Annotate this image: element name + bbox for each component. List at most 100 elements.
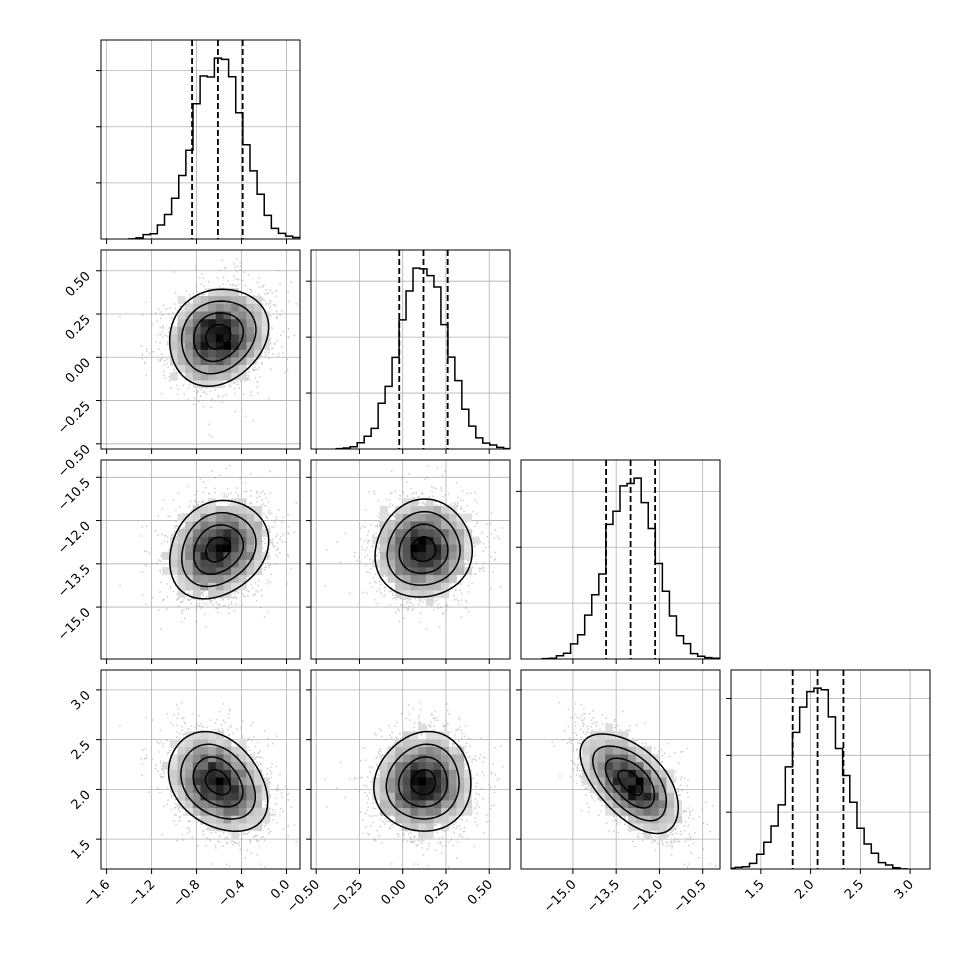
density-cell (658, 800, 667, 809)
density-cell (208, 777, 217, 786)
density-cell (192, 731, 201, 740)
density-cell (208, 536, 217, 545)
density-cell (192, 544, 201, 553)
density-cell (208, 769, 217, 778)
density-cell (643, 830, 652, 839)
density-cell (387, 559, 396, 568)
density-cell (238, 800, 247, 809)
density-cell (177, 349, 186, 358)
density-cell (456, 746, 465, 755)
density-cell (433, 738, 442, 747)
density-cell (208, 559, 217, 568)
density-cell (238, 754, 247, 763)
density-cell (192, 769, 201, 778)
contour-level-0 (204, 768, 232, 796)
density-cell (246, 544, 255, 553)
density-cell (185, 551, 194, 560)
density-cell (215, 551, 224, 560)
density-cell (254, 341, 263, 350)
density-cell (425, 597, 434, 606)
density-cell (433, 544, 442, 553)
density-cell (185, 536, 194, 545)
density-cell (582, 746, 591, 755)
density-cell (418, 777, 427, 786)
density-cell (246, 777, 255, 786)
density-cell (215, 823, 224, 832)
density-cell (215, 544, 224, 553)
density-cell (223, 738, 232, 747)
density-cell (425, 777, 434, 786)
contour-level-2 (180, 300, 257, 375)
density-cell (215, 505, 224, 514)
density-cell (418, 536, 427, 545)
density-cell (208, 761, 217, 770)
density-cell (246, 769, 255, 778)
density-cell (635, 761, 644, 770)
density-cell (448, 777, 457, 786)
density-cell (223, 823, 232, 832)
contour-level-0 (410, 536, 437, 563)
x-tick-label: −0.25 (328, 877, 367, 916)
density-cell (192, 311, 201, 320)
density-cell (208, 318, 217, 327)
density-cell (635, 754, 644, 763)
density-cell (238, 777, 247, 786)
density-cell (410, 521, 419, 530)
density-cell (456, 807, 465, 816)
density-cell (254, 784, 263, 793)
density-cell (433, 574, 442, 583)
density-cell (200, 769, 209, 778)
density-cell (208, 349, 217, 358)
density-cell (387, 746, 396, 755)
density-cell (643, 761, 652, 770)
density-cell (651, 761, 660, 770)
density-cell (456, 559, 465, 568)
density-cell (643, 784, 652, 793)
density-cell (223, 761, 232, 770)
density-cell (589, 738, 598, 747)
density-cell (200, 318, 209, 327)
y-tick-label: −10.5 (55, 476, 94, 515)
density-cell (620, 769, 629, 778)
density-cell (441, 590, 450, 599)
density-cell (169, 777, 178, 786)
density-cell (200, 815, 209, 824)
density-cell (448, 528, 457, 537)
density-cell (238, 521, 247, 530)
density-cell (238, 498, 247, 507)
density-cell (402, 582, 411, 591)
density-cell (612, 807, 621, 816)
density-cell (185, 341, 194, 350)
density-cell (666, 769, 675, 778)
density-cell (387, 544, 396, 553)
density-cell (643, 769, 652, 778)
density-cell (223, 784, 232, 793)
density-cell (471, 536, 480, 545)
contour-level-3 (168, 288, 270, 388)
density-cell (620, 761, 629, 770)
density-cell (223, 769, 232, 778)
density-cell (395, 792, 404, 801)
density-cell (441, 544, 450, 553)
density-cell (177, 754, 186, 763)
density-cell (628, 754, 637, 763)
density-cell (410, 551, 419, 560)
density-cell (418, 513, 427, 522)
density-cell (410, 544, 419, 553)
density-cell (261, 318, 270, 327)
density-cell (605, 754, 614, 763)
density-cell (254, 559, 263, 568)
density-cell (246, 536, 255, 545)
density-cell (433, 761, 442, 770)
density-cell (456, 761, 465, 770)
density-cell (395, 505, 404, 514)
density-cell (254, 311, 263, 320)
density-cell (464, 800, 473, 809)
density-cell (425, 746, 434, 755)
density-cell (169, 769, 178, 778)
density-cell (410, 498, 419, 507)
density-cell (223, 807, 232, 816)
density-cell (402, 807, 411, 816)
density-cell (418, 784, 427, 793)
